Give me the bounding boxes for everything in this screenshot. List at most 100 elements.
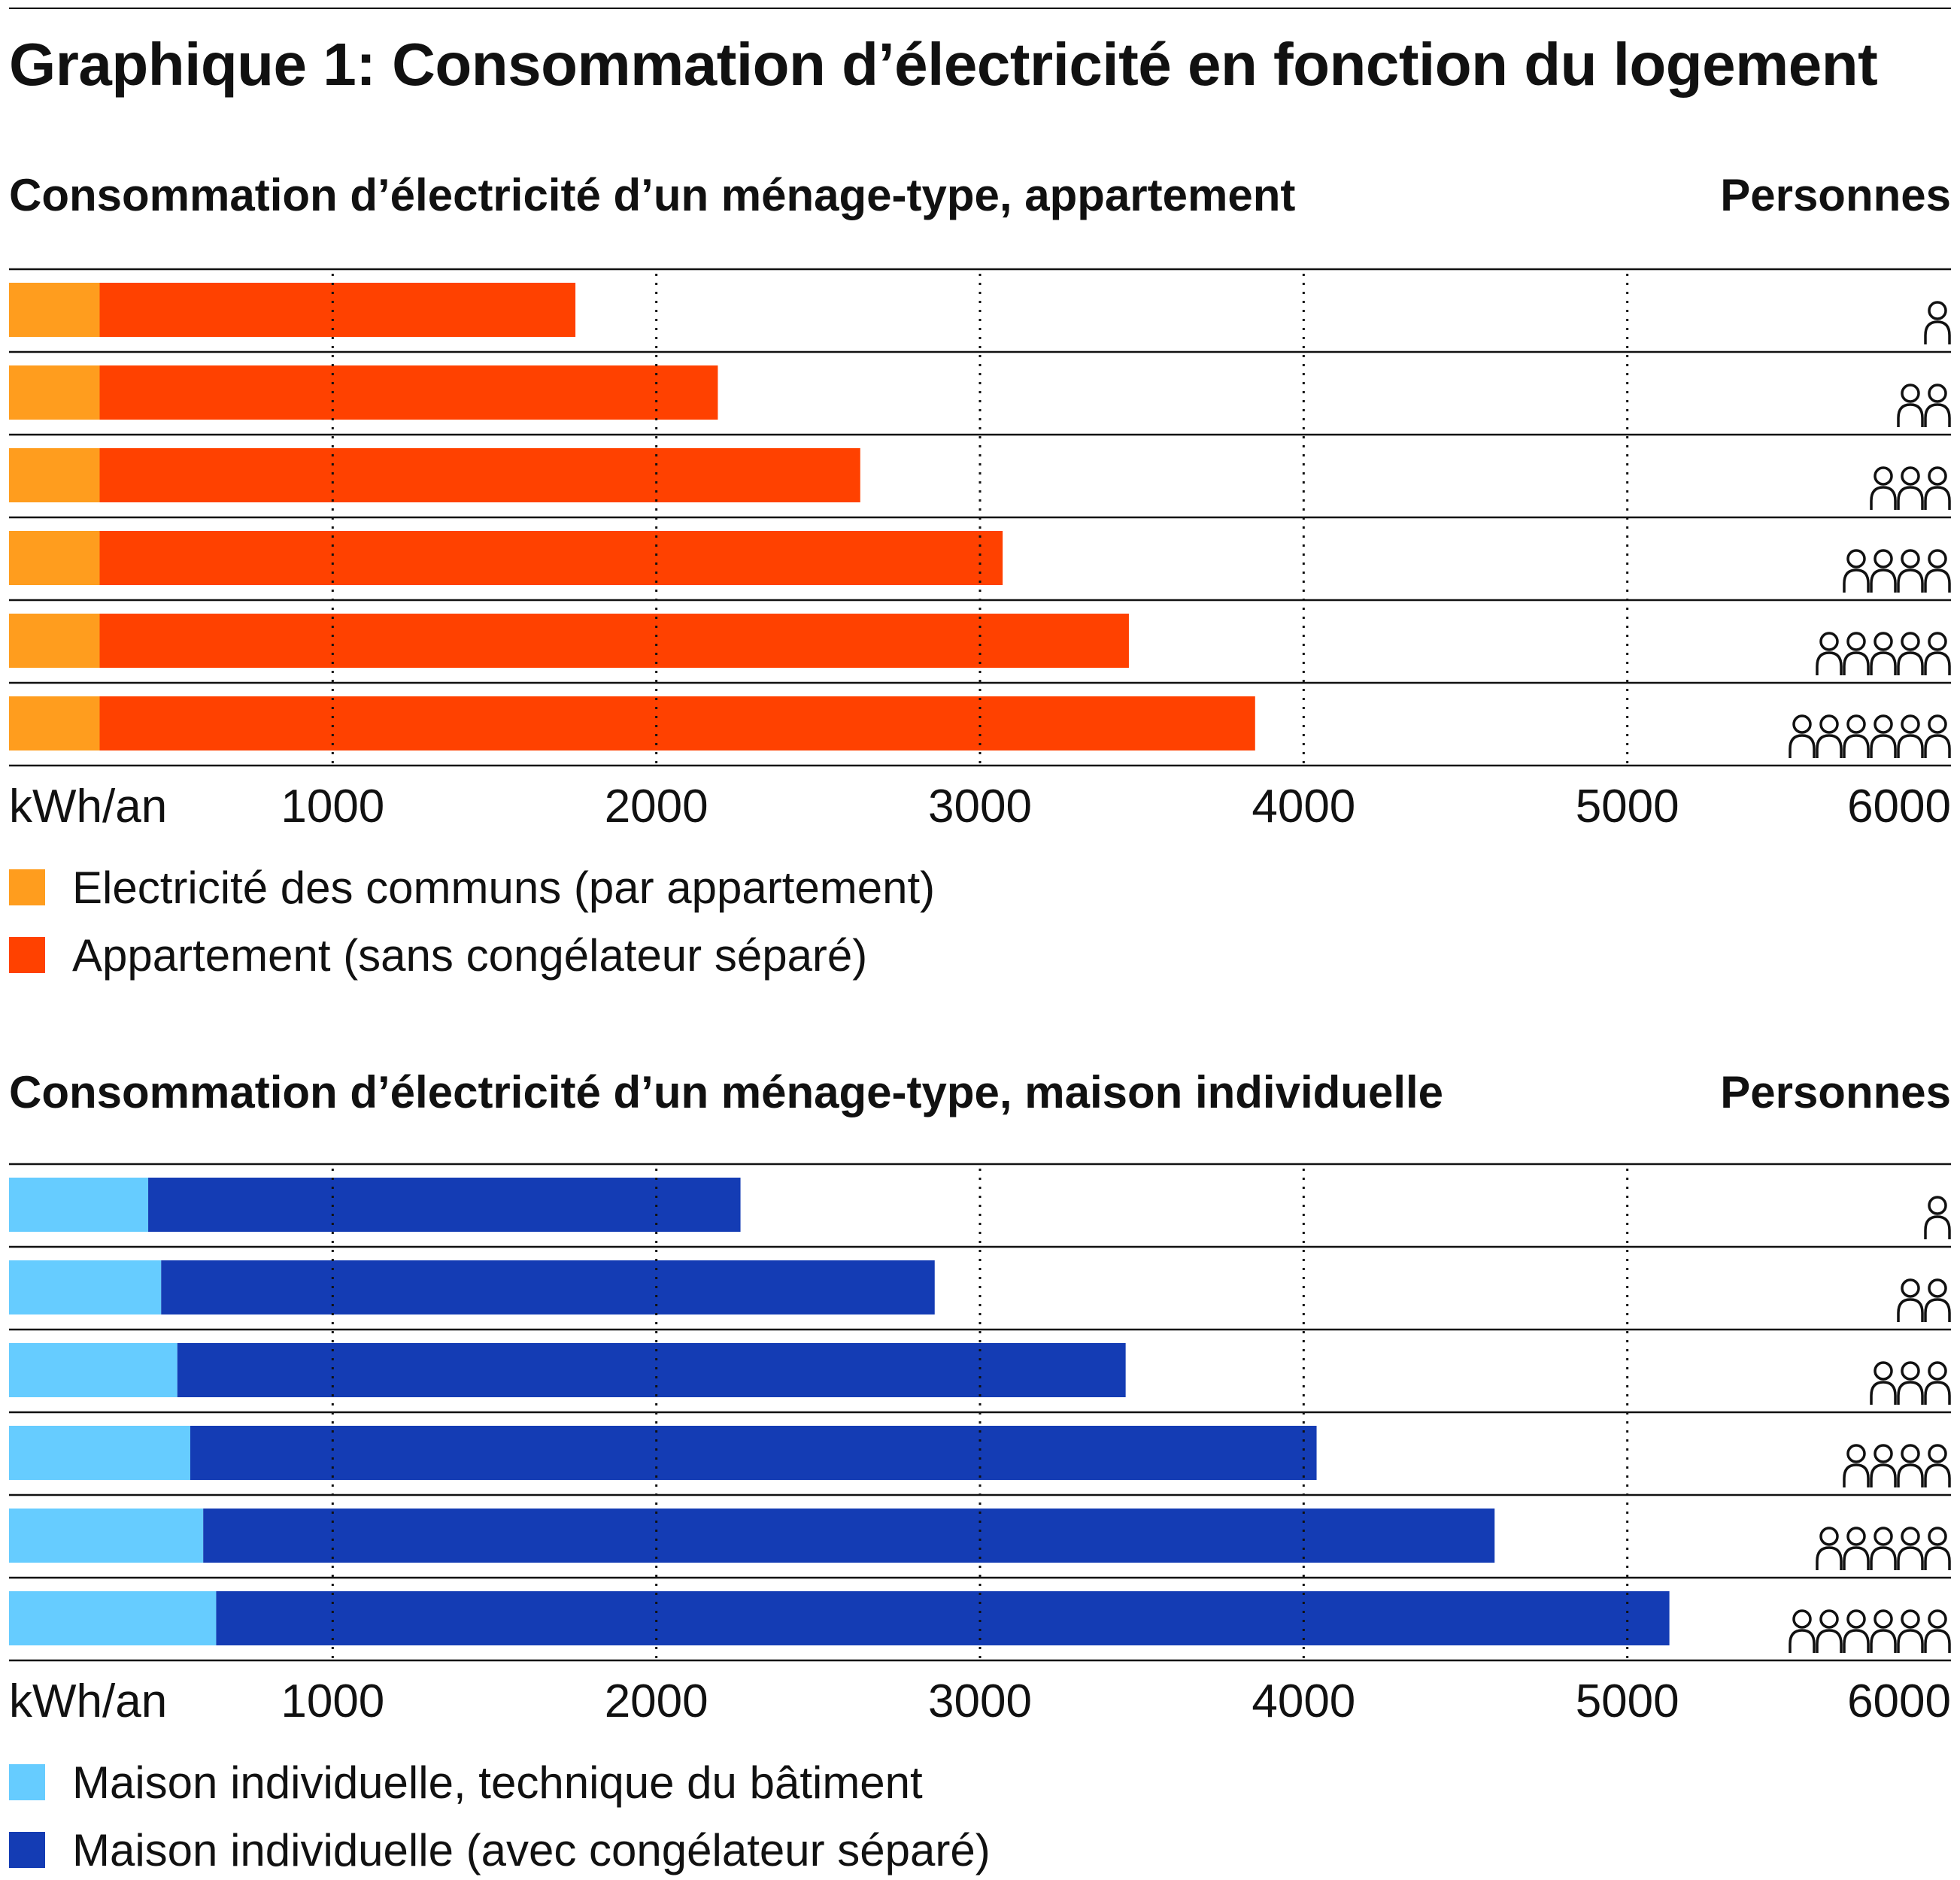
person-icon bbox=[1897, 1527, 1924, 1570]
person-icon bbox=[1897, 1609, 1924, 1653]
person-icon bbox=[1789, 1609, 1816, 1653]
person-icon bbox=[1870, 632, 1897, 675]
person-icon bbox=[1870, 1361, 1897, 1405]
person-icon bbox=[1924, 466, 1951, 510]
person-icon bbox=[1816, 714, 1843, 758]
bar-row-1-series-1 bbox=[9, 1178, 149, 1232]
person-icon bbox=[1897, 466, 1924, 510]
x-tick-label-3000: 3000 bbox=[928, 1675, 1032, 1727]
person-icon bbox=[1870, 714, 1897, 758]
persons-icon-group-row-4 bbox=[1843, 549, 1951, 593]
bar-row-5-series-2 bbox=[203, 1509, 1495, 1563]
bar-row-1-series-2 bbox=[148, 1178, 741, 1232]
legend-label-house: Maison individuelle (avec congélateur sé… bbox=[72, 1824, 991, 1875]
bar-row-1-series-2 bbox=[99, 283, 576, 337]
panel-1-legend-item-1: Electricité des communs (par appartement… bbox=[9, 857, 935, 917]
x-tick-label-6000: 6000 bbox=[1847, 1675, 1951, 1727]
person-icon bbox=[1870, 1444, 1897, 1487]
person-icon bbox=[1816, 1609, 1843, 1653]
bar-row-4-series-2 bbox=[99, 531, 1003, 585]
legend-label-building-technology: Maison individuelle, technique du bâtime… bbox=[72, 1757, 923, 1808]
person-icon bbox=[1924, 632, 1951, 675]
persons-icon-group-row-2 bbox=[1897, 384, 1951, 427]
panel-2-persons-label: Personnes bbox=[1720, 1067, 1951, 1117]
bar-row-2-series-1 bbox=[9, 1260, 162, 1314]
persons-icon-group-row-3 bbox=[1870, 1361, 1951, 1405]
persons-icon-group-row-4 bbox=[1843, 1444, 1951, 1487]
persons-icon-group-row-5 bbox=[1816, 632, 1951, 675]
bar-row-6-series-1 bbox=[9, 1591, 217, 1645]
persons-icon-group-row-2 bbox=[1897, 1278, 1951, 1322]
x-tick-label-4000: 4000 bbox=[1252, 1675, 1355, 1727]
persons-icon-group-row-6 bbox=[1789, 1609, 1951, 1653]
person-icon bbox=[1924, 1527, 1951, 1570]
persons-icon-group-row-3 bbox=[1870, 466, 1951, 510]
legend-swatch-apartment bbox=[9, 937, 45, 973]
bar-row-4-series-2 bbox=[190, 1426, 1317, 1480]
person-icon bbox=[1843, 714, 1870, 758]
panel-1-legend-item-2: Appartement (sans congélateur séparé) bbox=[9, 925, 867, 985]
legend-swatch-common-electricity bbox=[9, 869, 45, 905]
bar-row-2-series-1 bbox=[9, 365, 100, 420]
panel-1-persons-label: Personnes bbox=[1720, 170, 1951, 220]
person-icon bbox=[1924, 1278, 1951, 1322]
person-icon bbox=[1843, 549, 1870, 593]
persons-icon-group-row-1 bbox=[1924, 301, 1951, 344]
person-icon bbox=[1897, 714, 1924, 758]
panel-2-subtitle: Consommation d’électricité d’un ménage-t… bbox=[9, 1067, 1444, 1117]
person-icon bbox=[1897, 1278, 1924, 1322]
x-tick-label-1000: 1000 bbox=[281, 781, 384, 832]
person-icon bbox=[1924, 301, 1951, 344]
person-icon bbox=[1897, 384, 1924, 427]
bar-row-2-series-2 bbox=[161, 1260, 935, 1314]
person-icon bbox=[1870, 1527, 1897, 1570]
bar-row-6-series-1 bbox=[9, 696, 100, 750]
x-tick-label-3000: 3000 bbox=[928, 781, 1032, 832]
x-tick-label-2000: 2000 bbox=[605, 1675, 708, 1727]
bar-row-4-series-1 bbox=[9, 1426, 190, 1480]
person-icon bbox=[1870, 549, 1897, 593]
x-tick-label-1000: 1000 bbox=[281, 1675, 384, 1727]
person-icon bbox=[1924, 384, 1951, 427]
person-icon bbox=[1897, 632, 1924, 675]
panel-2-legend-item-2: Maison individuelle (avec congélateur sé… bbox=[9, 1820, 991, 1880]
bar-row-3-series-2 bbox=[177, 1343, 1126, 1397]
person-icon bbox=[1843, 632, 1870, 675]
x-tick-label-5000: 5000 bbox=[1576, 781, 1679, 832]
persons-icon-group-row-1 bbox=[1924, 1196, 1951, 1239]
bar-row-5-series-1 bbox=[9, 1509, 204, 1563]
x-tick-label-6000: 6000 bbox=[1847, 781, 1951, 832]
panel-2-legend-item-1: Maison individuelle, technique du bâtime… bbox=[9, 1752, 923, 1812]
bar-row-4-series-1 bbox=[9, 531, 100, 585]
persons-icon-group-row-6 bbox=[1789, 714, 1951, 758]
person-icon bbox=[1924, 714, 1951, 758]
person-icon bbox=[1924, 549, 1951, 593]
persons-icon-group-row-5 bbox=[1816, 1527, 1951, 1570]
person-icon bbox=[1870, 466, 1897, 510]
x-tick-label-5000: 5000 bbox=[1576, 1675, 1679, 1727]
person-icon bbox=[1924, 1609, 1951, 1653]
person-icon bbox=[1843, 1527, 1870, 1570]
x-tick-label-2000: 2000 bbox=[605, 781, 708, 832]
person-icon bbox=[1897, 1361, 1924, 1405]
person-icon bbox=[1924, 1196, 1951, 1239]
person-icon bbox=[1816, 1527, 1843, 1570]
house-bar-chart: kWh/an 1000 2000 3000 4000 5000 6000 bbox=[9, 1163, 1951, 1727]
panel-1-subtitle: Consommation d’électricité d’un ménage-t… bbox=[9, 170, 1296, 220]
bar-row-6-series-2 bbox=[99, 696, 1255, 750]
legend-swatch-building-technology bbox=[9, 1764, 45, 1800]
person-icon bbox=[1870, 1609, 1897, 1653]
person-icon bbox=[1816, 632, 1843, 675]
x-tick-label-4000: 4000 bbox=[1252, 781, 1355, 832]
bar-row-1-series-1 bbox=[9, 283, 100, 337]
person-icon bbox=[1924, 1361, 1951, 1405]
person-icon bbox=[1843, 1444, 1870, 1487]
bar-row-6-series-2 bbox=[216, 1591, 1670, 1645]
person-icon bbox=[1789, 714, 1816, 758]
legend-label-apartment: Appartement (sans congélateur séparé) bbox=[72, 929, 868, 981]
page-title: Graphique 1: Consommation d’électricité … bbox=[9, 31, 1878, 98]
legend-swatch-house bbox=[9, 1832, 45, 1868]
bar-row-3-series-1 bbox=[9, 448, 100, 502]
x-axis-unit-label: kWh/an bbox=[9, 1675, 167, 1727]
legend-label-common-electricity: Electricité des communs (par appartement… bbox=[72, 862, 936, 913]
